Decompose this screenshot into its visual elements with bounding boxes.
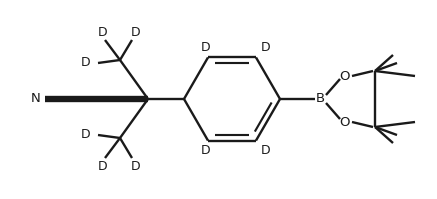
Text: D: D bbox=[261, 144, 271, 157]
Text: B: B bbox=[316, 93, 325, 105]
Text: D: D bbox=[261, 41, 271, 54]
Text: D: D bbox=[201, 41, 211, 54]
Text: D: D bbox=[80, 57, 90, 69]
Text: D: D bbox=[201, 144, 211, 157]
Text: O: O bbox=[340, 69, 350, 83]
Text: D: D bbox=[98, 160, 108, 173]
Text: N: N bbox=[31, 93, 41, 105]
Text: D: D bbox=[80, 129, 90, 141]
Text: D: D bbox=[131, 25, 141, 38]
Text: D: D bbox=[98, 25, 108, 38]
Text: O: O bbox=[340, 115, 350, 129]
Text: D: D bbox=[131, 160, 141, 173]
